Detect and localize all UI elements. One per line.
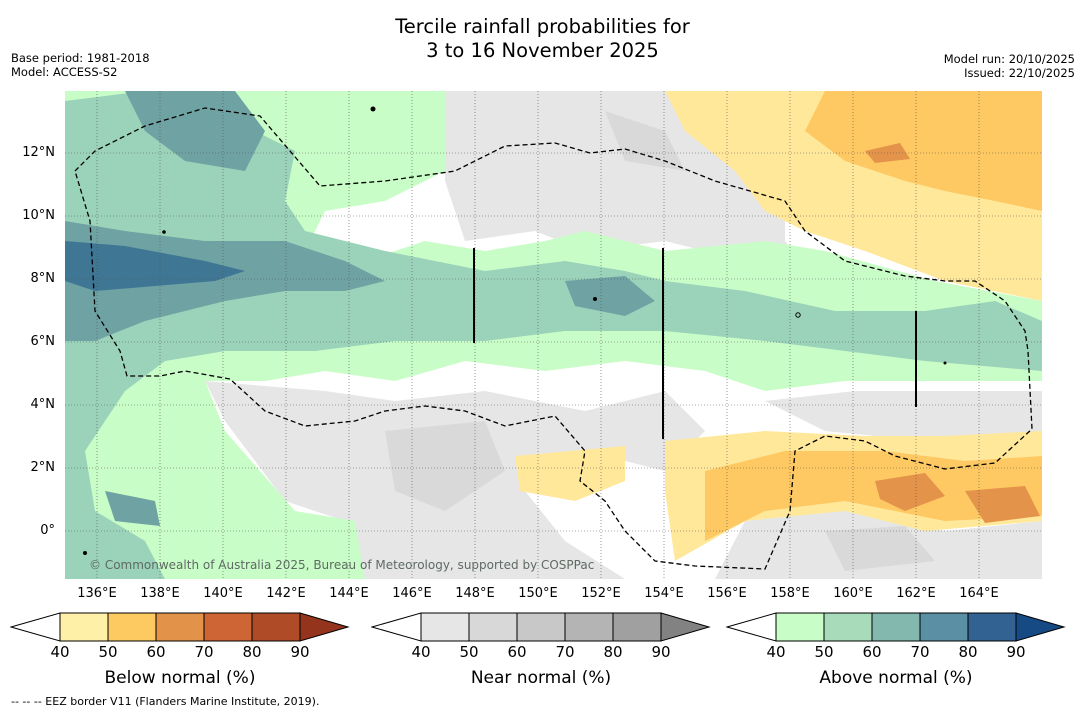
colorbar-below-segments	[59, 612, 301, 642]
lat-label-0: 0°	[40, 523, 55, 538]
colorbar-near-extend-high	[660, 612, 711, 642]
colorbar-above-segments	[775, 612, 1017, 642]
lon-label-160E: 160°E	[833, 586, 873, 601]
below-normal-region-southeast-60a	[875, 473, 945, 511]
near-normal-region-east	[765, 391, 1042, 441]
lat-label-6N: 6°N	[30, 334, 56, 349]
lat-label-4N: 4°N	[30, 397, 56, 412]
above-normal-region-central-60	[565, 276, 655, 316]
colorbar-near-tick-60: 60	[507, 643, 527, 661]
lon-label-148E: 148°E	[455, 586, 495, 601]
meta-right: Model run: 20/10/2025 Issued: 22/10/2025	[944, 52, 1075, 80]
title-line-2: 3 to 16 November 2025	[426, 39, 659, 62]
below-normal-region-south-central	[515, 446, 625, 501]
model-label: Model: ACCESS-S2	[11, 65, 118, 79]
colorbar-above-tick-40: 40	[766, 643, 786, 661]
colorbar-near-tick-40: 40	[411, 643, 431, 661]
colorbar-above-tick-50: 50	[814, 643, 834, 661]
colorbar-below-extend-low	[10, 612, 61, 642]
chart-title: Tercile rainfall probabilities for 3 to …	[0, 15, 1085, 63]
colorbar-above-segment-50	[823, 612, 873, 642]
below-normal-region-southeast-50	[705, 451, 1042, 541]
gridlines	[65, 91, 1042, 579]
meta-left: Base period: 1981-2018 Model: ACCESS-S2	[11, 51, 150, 79]
colorbar-above-segment-40	[775, 612, 825, 642]
below-normal-region-northeast-50	[805, 91, 1042, 211]
colorbar-below-tick-70: 70	[194, 643, 214, 661]
copyright-notice: © Commonwealth of Australia 2025, Bureau…	[89, 558, 595, 572]
lon-label-150E: 150°E	[518, 586, 558, 601]
colorbar-below-tick-50: 50	[98, 643, 118, 661]
rainfall-probability-map	[65, 91, 1042, 579]
above-normal-region-southwest-60	[105, 491, 160, 526]
colorbar-near-segments	[420, 612, 662, 642]
colorbar-below-tick-40: 40	[50, 643, 70, 661]
colorbar-near-tick-50: 50	[459, 643, 479, 661]
above-normal-region-west	[65, 91, 1042, 579]
colorbar-below-title: Below normal (%)	[104, 668, 256, 688]
lon-label-154E: 154°E	[644, 586, 684, 601]
model-run-label: Model run: 20/10/2025	[943, 52, 1075, 66]
colorbar-below-segment-40	[59, 612, 109, 642]
lon-label-136E: 136°E	[77, 586, 117, 601]
above-normal-region-west-70	[65, 241, 245, 291]
colorbar-below-segment-80	[251, 612, 301, 642]
colorbar-above-extend-high	[1015, 612, 1066, 642]
near-normal-region-north-dark	[605, 111, 685, 171]
title-line-1: Tercile rainfall probabilities for	[395, 15, 690, 38]
lon-label-144E: 144°E	[329, 586, 369, 601]
colorbar-near-tick-90: 90	[651, 643, 671, 661]
lat-label-12N: 12°N	[22, 145, 55, 160]
colorbar-below-extend-high	[299, 612, 350, 642]
colorbar-below-segment-50	[107, 612, 157, 642]
colorbar-below-segment-60	[155, 612, 205, 642]
colorbar-near-extend-low	[371, 612, 422, 642]
lat-label-2N: 2°N	[30, 460, 56, 475]
colorbar-above-title: Above normal (%)	[819, 668, 973, 688]
lon-label-140E: 140°E	[203, 586, 243, 601]
colorbar-above-extend-low	[726, 612, 777, 642]
lon-label-138E: 138°E	[140, 586, 180, 601]
issued-label: Issued: 22/10/2025	[964, 66, 1075, 80]
lon-label-152E: 152°E	[581, 586, 621, 601]
colorbar-above-tick-60: 60	[862, 643, 882, 661]
colorbar-below-segment-70	[203, 612, 253, 642]
colorbar-near-normal	[371, 612, 711, 642]
near-normal-region-south-dark	[385, 421, 505, 511]
colorbar-near-segment-70	[564, 612, 614, 642]
colorbar-above-tick-80: 80	[958, 643, 978, 661]
lon-label-156E: 156°E	[707, 586, 747, 601]
lon-label-142E: 142°E	[266, 586, 306, 601]
lon-label-158E: 158°E	[770, 586, 810, 601]
lat-label-8N: 8°N	[30, 271, 56, 286]
colorbar-below-tick-80: 80	[242, 643, 262, 661]
lon-label-162E: 162°E	[896, 586, 936, 601]
colorbar-below-normal	[10, 612, 350, 642]
colorbar-above-segment-80	[967, 612, 1017, 642]
lat-label-10N: 10°N	[22, 208, 55, 223]
colorbar-above-tick-90: 90	[1006, 643, 1026, 661]
colorbar-above-segment-60	[871, 612, 921, 642]
colorbar-below-tick-90: 90	[290, 643, 310, 661]
colorbar-above-tick-70: 70	[910, 643, 930, 661]
colorbar-near-segment-60	[516, 612, 566, 642]
eez-border-palau-micronesia	[74, 107, 1033, 570]
near-normal-region-southeast-dark	[825, 526, 935, 571]
colorbar-near-segment-80	[612, 612, 662, 642]
islands	[83, 106, 947, 555]
colorbar-near-segment-40	[420, 612, 470, 642]
colorbar-above-segment-70	[919, 612, 969, 642]
colorbar-near-segment-50	[468, 612, 518, 642]
colorbar-near-tick-80: 80	[603, 643, 623, 661]
below-normal-region-southeast-60b	[965, 486, 1040, 523]
colorbar-above-normal	[726, 612, 1066, 642]
base-period-label: Base period: 1981-2018	[11, 51, 150, 65]
colorbar-below-tick-60: 60	[146, 643, 166, 661]
lon-label-146E: 146°E	[392, 586, 432, 601]
colorbar-near-tick-70: 70	[555, 643, 575, 661]
colorbar-near-title: Near normal (%)	[470, 668, 612, 688]
lon-label-164E: 164°E	[959, 586, 999, 601]
eez-footnote: -- -- -- EEZ border V11 (Flanders Marine…	[11, 695, 320, 708]
